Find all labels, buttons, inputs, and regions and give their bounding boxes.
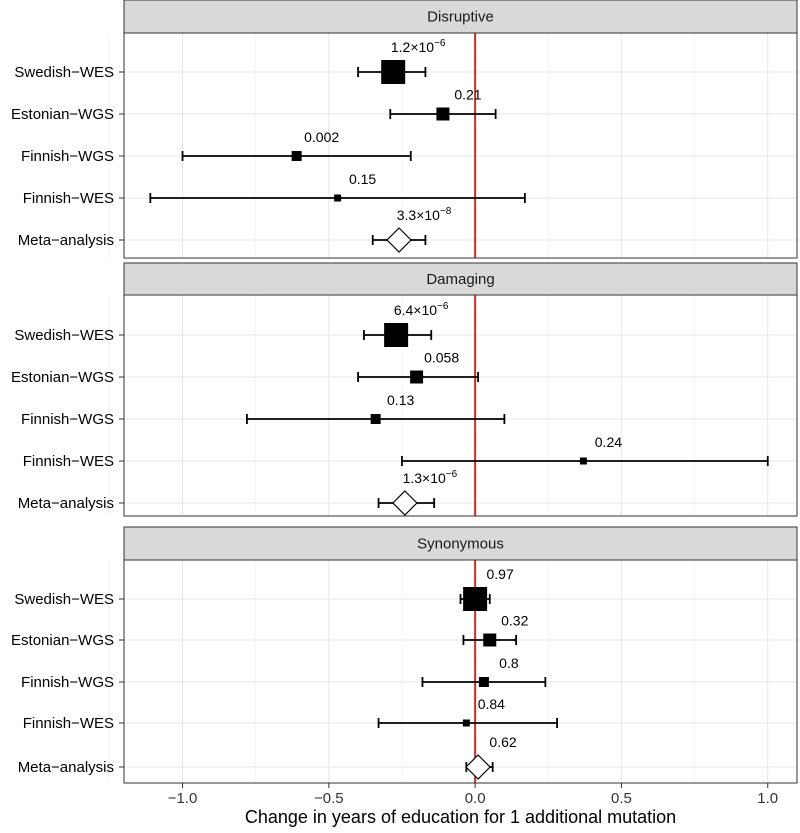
row-label: Finnish−WGS	[21, 411, 114, 428]
p-value-label: 0.13	[387, 392, 414, 408]
p-value-label: 0.058	[424, 350, 459, 366]
estimate-finnish-wes: 0.24	[401, 434, 769, 466]
estimate-meta-analysis: 1.3×10−6	[377, 469, 458, 516]
p-value-label: 0.15	[349, 171, 376, 187]
row-label: Meta−analysis	[18, 232, 114, 249]
estimate-finnish-wes: 0.15	[149, 171, 526, 203]
row-label: Finnish−WGS	[21, 148, 114, 165]
estimate-square	[334, 194, 342, 202]
x-axis-title: Change in years of education for 1 addit…	[245, 807, 676, 827]
p-value-label: 0.21	[454, 87, 481, 103]
estimate-square	[436, 107, 450, 121]
row-label: Estonian−WGS	[11, 632, 114, 649]
estimate-finnish-wgs: 0.13	[245, 392, 506, 424]
x-tick-label: −0.5	[314, 790, 344, 807]
row-label: Swedish−WES	[14, 327, 114, 344]
estimate-square	[370, 414, 381, 424]
panel-disruptive: Disruptive Swedish−WES Estonian−WGS Finnish…	[11, 0, 798, 259]
row-label: Estonian−WGS	[11, 106, 114, 123]
estimate-estonian-wgs: 0.32	[462, 613, 529, 647]
p-value-label: 0.24	[595, 434, 622, 450]
panel-title: Damaging	[426, 271, 494, 288]
panel-background	[124, 33, 797, 258]
row-label: Meta−analysis	[18, 759, 114, 776]
row-label: Finnish−WES	[23, 190, 114, 207]
p-value-label: 0.8	[499, 655, 519, 671]
p-value-label: 0.002	[304, 129, 339, 145]
estimate-swedish-wes: 6.4×10−6	[363, 301, 449, 347]
estimate-square	[478, 677, 489, 687]
p-value-label: 1.2×10−6	[391, 38, 446, 55]
p-value-label: 0.97	[487, 566, 514, 582]
estimate-estonian-wgs: 0.21	[389, 87, 497, 121]
estimate-swedish-wes: 0.97	[459, 566, 514, 611]
row-label: Estonian−WGS	[11, 369, 114, 386]
p-value-label: 1.3×10−6	[403, 469, 458, 486]
panel-title: Synonymous	[417, 536, 504, 553]
p-value-label: 6.4×10−6	[394, 301, 449, 318]
panel-background	[124, 560, 797, 783]
p-value-label: 3.3×10−8	[397, 206, 452, 223]
estimate-finnish-wgs: 0.002	[181, 129, 412, 161]
estimate-square	[384, 323, 409, 347]
panel-border	[123, 559, 798, 784]
x-tick-label: −1.0	[168, 790, 198, 807]
row-label: Finnish−WGS	[21, 674, 114, 691]
estimate-square	[291, 151, 302, 161]
estimate-finnish-wgs: 0.8	[421, 655, 547, 687]
panel-strip	[123, 0, 798, 34]
p-value-label: 0.32	[501, 613, 528, 629]
estimate-square	[410, 370, 424, 384]
row-label: Meta−analysis	[18, 495, 114, 512]
p-value-label: 0.84	[478, 696, 505, 712]
x-tick-label: 0.5	[611, 790, 632, 807]
panel-background	[124, 295, 797, 516]
panel-strip	[123, 262, 798, 296]
estimate-square	[483, 633, 497, 647]
x-tick-label: 0.0	[465, 790, 486, 807]
panel-border	[123, 294, 798, 517]
estimate-finnish-wes: 0.84	[377, 696, 558, 728]
row-label: Swedish−WES	[14, 64, 114, 81]
row-label: Finnish−WES	[23, 715, 114, 732]
meta-diamond	[392, 490, 418, 516]
panel-damaging: Damaging Swedish−WES Estonian−WGS Finnish−W…	[11, 262, 798, 517]
meta-diamond	[386, 227, 412, 253]
estimate-square	[579, 457, 587, 465]
panel-title: Disruptive	[427, 9, 494, 26]
estimate-estonian-wgs: 0.058	[357, 350, 479, 384]
row-label: Finnish−WES	[23, 453, 114, 470]
panel-synonymous: Synonymous Swedish−WES Estonian−WGS Finnish…	[11, 526, 798, 784]
meta-diamond	[465, 754, 491, 780]
p-value-label: 0.62	[489, 734, 516, 750]
x-tick-label: 1.0	[757, 790, 778, 807]
estimate-meta-analysis: 0.62	[465, 734, 517, 780]
estimate-meta-analysis: 3.3×10−8	[371, 206, 452, 253]
estimate-swedish-wes: 1.2×10−6	[357, 38, 446, 84]
estimate-square	[462, 719, 470, 727]
panel-strip	[123, 526, 798, 561]
panel-border	[123, 32, 798, 259]
row-label: Swedish−WES	[14, 591, 114, 608]
estimate-square	[381, 60, 406, 84]
estimate-square	[463, 587, 488, 611]
